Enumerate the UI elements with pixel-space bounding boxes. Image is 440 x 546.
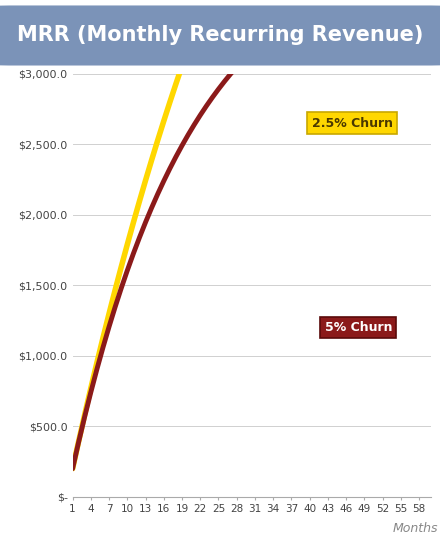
Text: 5% Churn: 5% Churn	[325, 321, 392, 334]
Text: 2.5% Churn: 2.5% Churn	[312, 117, 392, 129]
Text: Months: Months	[393, 522, 438, 535]
FancyBboxPatch shape	[0, 5, 440, 66]
Text: MRR (Monthly Recurring Revenue): MRR (Monthly Recurring Revenue)	[17, 26, 423, 45]
